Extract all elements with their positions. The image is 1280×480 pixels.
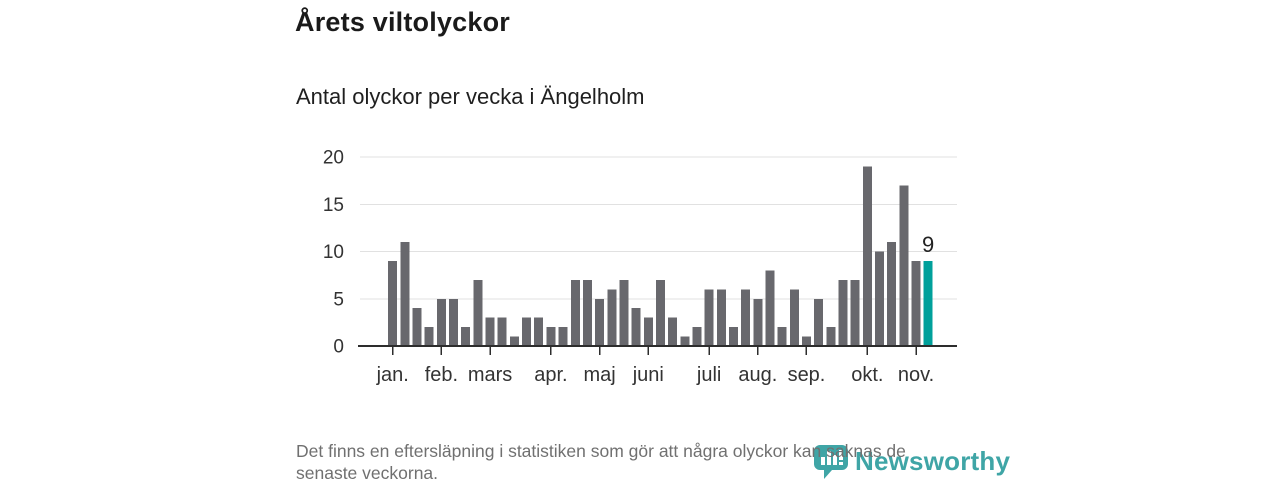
bar-week-15 <box>558 327 568 346</box>
newsworthy-wordmark: Newsworthy <box>855 446 1011 476</box>
bar-week-6 <box>449 298 459 346</box>
bar-week-21 <box>631 308 641 346</box>
bar-week-12 <box>522 317 532 346</box>
y-axis-label: 5 <box>333 289 344 310</box>
bar-week-30 <box>741 289 751 346</box>
bar-week-26 <box>692 327 702 346</box>
month-label-feb: feb. <box>425 364 458 386</box>
month-label-sep: sep. <box>788 364 826 386</box>
bar-week-20 <box>619 279 629 346</box>
bar-week-42 <box>887 242 897 346</box>
bar-week-14 <box>546 327 556 346</box>
bar-week-2 <box>400 242 410 346</box>
bar-week-45 <box>923 260 933 346</box>
bar-week-17 <box>582 279 592 346</box>
month-label-apr: apr. <box>534 364 567 386</box>
bar-week-35 <box>801 336 811 346</box>
bar-week-37 <box>826 327 836 346</box>
bar-week-36 <box>814 298 824 346</box>
month-label-nov: nov. <box>898 364 934 386</box>
bar-week-7 <box>461 327 471 346</box>
newsworthy-chart-bubble-icon <box>814 445 848 479</box>
bar-week-25 <box>680 336 690 346</box>
bar-week-39 <box>850 279 860 346</box>
bar-week-13 <box>534 317 544 346</box>
bar-week-1 <box>388 260 398 346</box>
bar-week-18 <box>595 298 605 346</box>
bar-week-43 <box>899 185 909 346</box>
month-label-mars: mars <box>468 364 512 386</box>
bar-week-28 <box>716 289 726 346</box>
month-label-jan: jan. <box>376 364 409 386</box>
y-axis-label: 0 <box>333 337 344 358</box>
bar-week-27 <box>704 289 714 346</box>
y-axis-label: 10 <box>323 242 344 263</box>
bar-week-33 <box>777 327 787 346</box>
bar-week-16 <box>570 279 580 346</box>
y-axis-label: 20 <box>323 148 344 169</box>
bar-week-24 <box>668 317 678 346</box>
bar-week-29 <box>728 327 738 346</box>
bar-week-5 <box>436 298 446 346</box>
bar-week-4 <box>424 327 434 346</box>
bar-week-38 <box>838 279 848 346</box>
month-label-maj: maj <box>583 364 615 386</box>
footer-note-line1: Det finns en eftersläpning i statistiken… <box>296 441 906 461</box>
bar-week-22 <box>643 317 653 346</box>
month-label-juni: juni <box>632 364 664 386</box>
y-axis-label: 15 <box>323 195 344 216</box>
bar-week-11 <box>509 336 519 346</box>
bar-week-31 <box>753 298 763 346</box>
bar-week-9 <box>485 317 495 346</box>
footer-note-line2: senaste veckorna. <box>296 463 439 480</box>
bar-week-8 <box>473 279 483 346</box>
bar-week-23 <box>655 279 665 346</box>
month-label-okt: okt. <box>851 364 883 386</box>
footer-note: Det finns en eftersläpning i statistiken… <box>296 440 996 480</box>
bar-week-3 <box>412 308 422 346</box>
bar-week-41 <box>875 251 884 346</box>
bar-week-19 <box>607 289 617 346</box>
newsworthy-logo[interactable]: Newsworthy <box>812 443 1010 480</box>
month-label-juli: juli <box>696 364 721 386</box>
chart-subtitle: Antal olyckor per vecka i Ängelholm <box>296 84 645 109</box>
bar-week-32 <box>765 270 775 346</box>
bar-week-40 <box>862 166 872 346</box>
page-title: Årets viltolyckor <box>295 7 510 37</box>
bar-week-10 <box>497 317 507 346</box>
bar-week-34 <box>789 289 799 346</box>
bar-week-44 <box>911 260 921 346</box>
bar-value-annotation: 9 <box>922 232 934 257</box>
month-label-aug: aug. <box>738 364 777 386</box>
